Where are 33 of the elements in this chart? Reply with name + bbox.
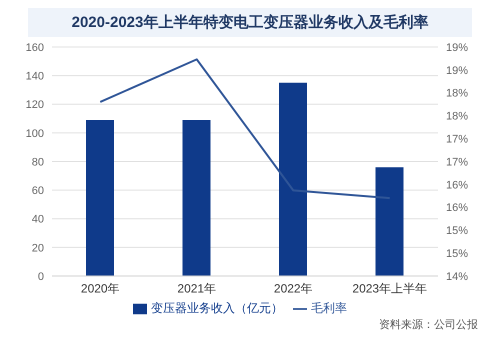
bar xyxy=(279,82,307,276)
y2-tick-label: 14% xyxy=(446,270,468,283)
y2-tick-label: 19% xyxy=(446,64,468,77)
y2-tick-label: 18% xyxy=(446,88,468,100)
y2-tick-label: 17% xyxy=(446,134,468,146)
x-tick-label: 2020年 xyxy=(80,282,120,296)
y2-tick-label: 15% xyxy=(446,248,468,260)
bar xyxy=(376,167,404,276)
y-tick-label: 0 xyxy=(38,270,44,283)
y2-tick-label: 15% xyxy=(446,225,468,238)
y-tick-label: 20 xyxy=(32,242,44,254)
y-tick-label: 160 xyxy=(26,42,44,54)
y-tick-label: 60 xyxy=(32,185,44,198)
chart-title: 2020-2023年上半年特变电工变压器业务收入及毛利率 xyxy=(28,8,472,37)
x-tick-label: 2022年 xyxy=(274,282,313,296)
y-tick-label: 40 xyxy=(32,214,44,226)
y-tick-label: 80 xyxy=(32,156,44,168)
y-tick-label: 120 xyxy=(26,99,44,112)
y2-tick-label: 18% xyxy=(446,110,468,123)
y2-tick-label: 17% xyxy=(446,156,468,168)
y2-tick-label: 19% xyxy=(446,42,468,54)
y-tick-label: 100 xyxy=(26,128,44,140)
x-tick-label: 2021年 xyxy=(177,282,216,296)
y-tick-label: 140 xyxy=(26,70,44,83)
y2-tick-label: 16% xyxy=(446,179,468,192)
line-series xyxy=(99,58,391,200)
legend-label: 变压器业务收入（亿元） xyxy=(151,301,283,315)
bar xyxy=(86,120,114,276)
legend-label: 毛利率 xyxy=(311,301,347,315)
y2-tick-label: 16% xyxy=(446,202,468,214)
text: 资料来源：公司公报 xyxy=(378,318,478,332)
bar xyxy=(182,120,210,276)
x-tick-label: 2023年上半年 xyxy=(352,282,428,296)
